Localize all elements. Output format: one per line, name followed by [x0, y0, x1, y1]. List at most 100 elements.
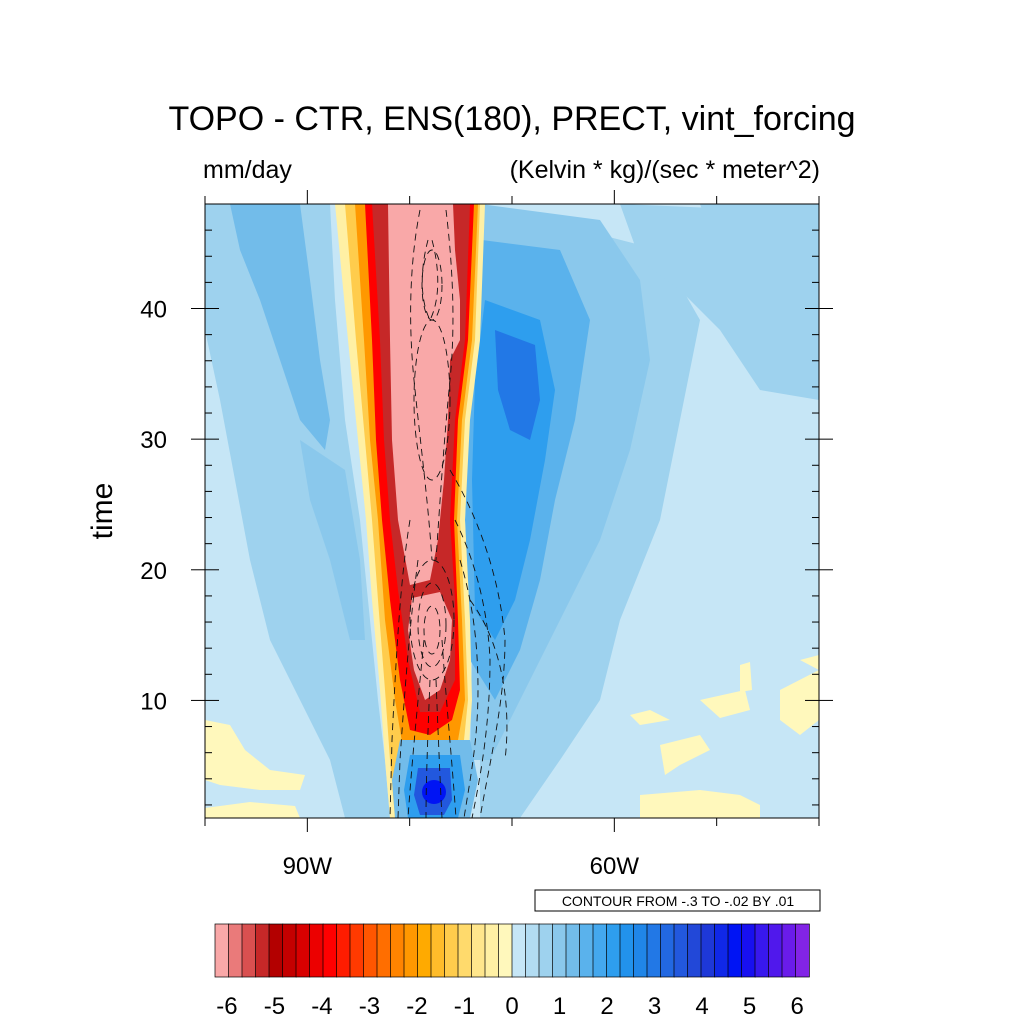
colorbar-box [768, 923, 783, 978]
colorbar-box [579, 923, 594, 978]
colorbar-box [660, 923, 675, 978]
colorbar-label: 6 [790, 993, 803, 1020]
shade-band-pink [388, 204, 460, 585]
contour-line [454, 519, 491, 818]
colorbar-box [282, 923, 297, 978]
contour-line [423, 605, 441, 655]
colorbar-box [349, 923, 365, 978]
shade-neg-se2 [660, 735, 710, 775]
colorbar-box [417, 923, 432, 978]
colorbar-label: 1 [553, 993, 566, 1020]
colorbar-box [714, 923, 729, 978]
colorbar-label: 5 [743, 993, 756, 1020]
colorbar-box [673, 923, 689, 978]
colorbar-label: 2 [600, 993, 613, 1020]
shade-core-deep [422, 780, 446, 804]
contour-line [417, 582, 447, 668]
contour-line [407, 639, 425, 818]
colorbar-box [781, 923, 797, 978]
colorbar-box [228, 923, 243, 978]
colorbar-label: -1 [454, 993, 475, 1020]
colorbar-box [309, 923, 324, 978]
colorbar-box [687, 923, 702, 978]
colorbar-box [538, 923, 554, 978]
colorbar-box [754, 923, 770, 978]
colorbar-box [363, 923, 378, 978]
contour-info-text: CONTOUR FROM -.3 TO -.02 BY .01 [562, 893, 795, 909]
contour-info-box [534, 889, 821, 912]
contour-line [389, 519, 411, 818]
shade-neg-se3 [630, 690, 750, 725]
colorbar-label: -4 [311, 993, 332, 1020]
colorbar-box [646, 923, 662, 978]
colorbar-box [606, 923, 621, 978]
colorbar-box [295, 923, 311, 978]
contour-line [449, 469, 506, 818]
shade-neg-se [640, 790, 760, 818]
y-tick-label: 40 [140, 297, 167, 324]
right-subtitle: (Kelvin * kg)/(sec * meter^2) [510, 156, 820, 184]
colorbar-box [633, 923, 648, 978]
shade-patch-west-mid [300, 440, 365, 640]
plot-area [205, 204, 819, 818]
colorbar-box [390, 923, 405, 978]
shade-band-pink-lower [408, 592, 452, 700]
colorbar-box [525, 923, 540, 978]
y-tick-label: 20 [140, 558, 167, 585]
colorbar-box [255, 923, 270, 978]
colorbar-box [565, 923, 581, 978]
contour-line [410, 209, 433, 561]
shade-neg-sw [205, 720, 305, 790]
y-tick-label: 10 [140, 688, 167, 715]
colorbar-box [741, 923, 756, 978]
contour-line [435, 679, 443, 818]
colorbar-label: -6 [216, 993, 237, 1020]
colorbar-box [727, 923, 743, 978]
colorbar-box [498, 923, 513, 978]
left-subtitle: mm/day [203, 156, 292, 184]
colorbar-label: 3 [648, 993, 661, 1020]
colorbar-box [403, 923, 419, 978]
colorbar-box [484, 923, 500, 978]
contour-line [435, 209, 454, 561]
colorbar-box [552, 923, 567, 978]
colorbar-label: -3 [359, 993, 380, 1020]
shade-patch-east-core [495, 330, 540, 440]
shade-neg-se4 [740, 655, 819, 735]
contour-line [409, 559, 455, 681]
x-tick-label: 60W [590, 853, 640, 880]
shade-patch-west [205, 204, 390, 818]
chart-title: TOPO - CTR, ENS(180), PRECT, vint_forcin… [168, 100, 855, 138]
y-axis-label: time [86, 483, 119, 540]
colorbar: -6 -5 -4 -3 -2 -1 0 1 2 3 4 5 6 [214, 923, 810, 1020]
contour-line [441, 639, 457, 818]
shade-patch-east-edge [620, 204, 819, 400]
colorbar-box [471, 923, 486, 978]
colorbar-box [376, 923, 392, 978]
y-tick-label: 30 [140, 427, 167, 454]
colorbar-label: 0 [505, 993, 518, 1020]
contour-line [459, 559, 479, 818]
colorbar-box [214, 923, 230, 978]
contour-lines [389, 209, 508, 818]
colorbar-box [619, 923, 635, 978]
colorbar-box [336, 923, 351, 978]
colorbar-box [700, 923, 716, 978]
shade-patch-west-inner [230, 204, 330, 450]
contour-line [413, 319, 451, 481]
colorbar-box [241, 923, 257, 978]
colorbar-box [592, 923, 608, 978]
colorbar-label: -5 [264, 993, 285, 1020]
contour-line [469, 599, 508, 761]
colorbar-box [795, 923, 810, 978]
colorbar-label: 4 [695, 993, 708, 1020]
axes: 10 20 30 40 90W 60W [140, 190, 833, 880]
shade-neg-sw2 [205, 802, 300, 818]
colorbar-label: -2 [406, 993, 427, 1020]
colorbar-box [268, 923, 284, 978]
x-tick-label: 90W [283, 853, 333, 880]
colorbar-box [322, 923, 338, 978]
colorbar-box [430, 923, 446, 978]
colorbar-box [444, 923, 459, 978]
